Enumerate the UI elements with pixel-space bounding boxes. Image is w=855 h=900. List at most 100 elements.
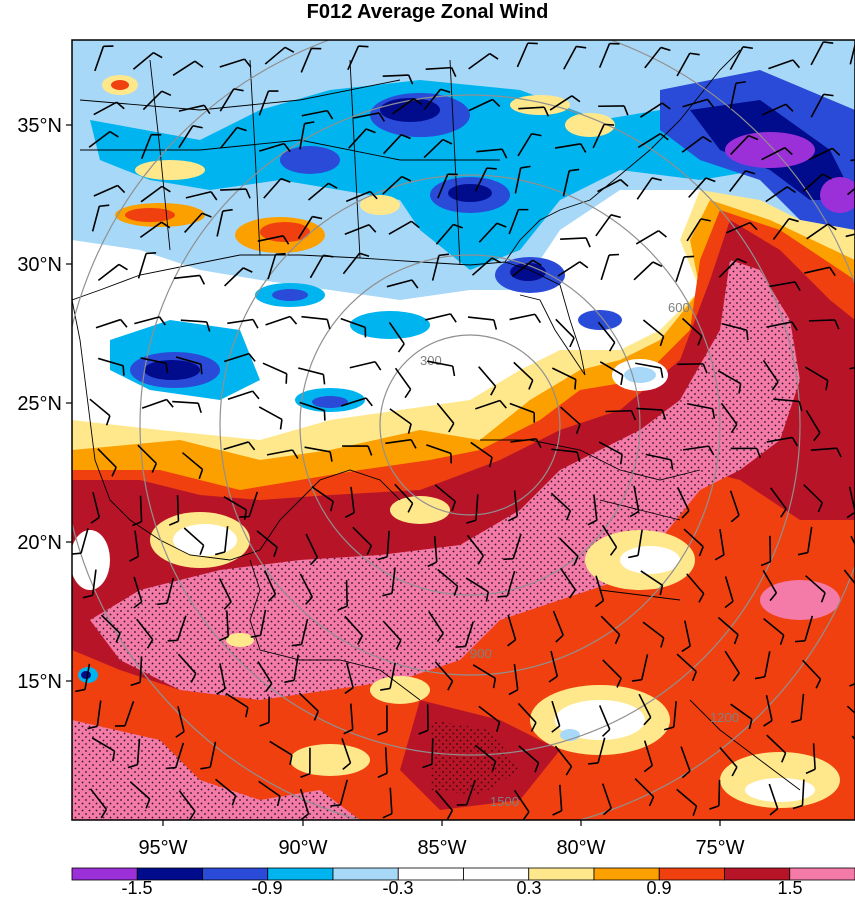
wind-barb xyxy=(423,138,444,159)
wind-barb-flag xyxy=(378,112,386,122)
wind-barb-flag xyxy=(312,215,323,220)
wind-barb xyxy=(297,216,313,239)
wind-barb xyxy=(513,490,519,517)
wind-barb-flag xyxy=(834,319,840,330)
wind-barb xyxy=(468,98,493,112)
wind-barb-flag xyxy=(446,810,454,820)
wind-barb-flag xyxy=(780,508,787,518)
wind-barb xyxy=(554,142,581,149)
wind-barb-flag xyxy=(755,448,762,458)
wind-barb-flag xyxy=(709,805,720,810)
wind-barb xyxy=(423,88,442,111)
wind-barb xyxy=(766,321,793,328)
wind-barb-flag xyxy=(323,254,334,258)
wind-barb xyxy=(436,402,455,424)
wind-barb xyxy=(478,366,497,387)
wind-barb-flag xyxy=(374,361,382,371)
wind-barb xyxy=(388,321,405,345)
lat-axis: 35°N 30°N 25°N 20°N 15°N xyxy=(17,115,72,693)
wind-barb xyxy=(557,261,581,277)
wind-barb-flag xyxy=(322,374,326,385)
wind-barb-flag xyxy=(491,257,502,264)
wind-barb xyxy=(729,46,744,70)
wind-barb xyxy=(511,259,534,278)
wind-barb-flag xyxy=(601,728,611,737)
wind-barb-flag xyxy=(284,679,295,684)
wind-barb-flag xyxy=(359,252,370,258)
wind-barb xyxy=(214,778,237,797)
wind-barb xyxy=(177,653,197,675)
wind-barb xyxy=(761,147,786,161)
wind-barb-flag xyxy=(823,41,834,44)
wind-barb-flag xyxy=(754,676,765,680)
wind-barb xyxy=(173,274,200,280)
wind-barb xyxy=(554,745,573,768)
wind-barb xyxy=(772,218,790,241)
wind-barb xyxy=(263,178,282,199)
wind-barb-flag xyxy=(289,315,298,325)
wind-barb xyxy=(681,136,704,153)
wind-barb xyxy=(845,233,855,238)
wind-barb xyxy=(801,779,805,806)
wind-barb xyxy=(599,361,624,376)
wind-barb xyxy=(812,743,816,770)
wind-barb xyxy=(223,352,250,363)
wind-barb xyxy=(293,654,300,681)
wind-barb xyxy=(80,527,89,554)
wind-barb xyxy=(345,190,371,203)
wind-barb-flag xyxy=(797,551,808,556)
wind-barb xyxy=(600,615,621,636)
wind-barb-flag xyxy=(660,637,665,648)
map-field xyxy=(72,40,855,820)
wind-barb xyxy=(592,124,605,149)
wind-barb-flag xyxy=(742,46,753,50)
wind-barb-flag xyxy=(698,546,704,557)
wind-barb-flag xyxy=(792,59,801,69)
wind-barb xyxy=(635,362,661,369)
wind-barb xyxy=(560,406,581,426)
wind-barb xyxy=(688,177,707,198)
wind-barb xyxy=(175,356,202,365)
wind-barb-flag xyxy=(571,95,581,103)
wind-barb-flag xyxy=(731,766,738,777)
wind-barb-flag xyxy=(769,592,778,602)
wind-barb xyxy=(804,266,830,274)
wind-barb xyxy=(717,616,739,636)
wind-barb-flag xyxy=(579,261,589,269)
wind-barb-flag xyxy=(90,516,100,524)
wind-barb-flag xyxy=(652,261,663,268)
wind-barb-flag xyxy=(337,605,348,611)
wind-barb xyxy=(133,576,143,602)
wind-barb xyxy=(305,533,319,558)
wind-barb-flag xyxy=(411,279,419,289)
wind-barb-flag xyxy=(490,386,497,396)
wind-barb xyxy=(765,695,773,721)
wind-barb xyxy=(598,705,611,730)
wind-barb-flag xyxy=(243,58,252,68)
wind-barb-flag xyxy=(733,634,739,645)
wind-barb xyxy=(248,491,259,517)
wind-barb-flag xyxy=(698,593,705,603)
wind-barb-flag xyxy=(190,673,197,683)
wind-barb xyxy=(600,254,610,281)
wind-barb-flag xyxy=(300,813,310,820)
wind-barb-flag xyxy=(609,253,620,256)
wind-barb-flag xyxy=(711,408,716,419)
wind-barb-flag xyxy=(245,188,251,199)
wind-barb xyxy=(172,400,199,404)
wind-barb-flag xyxy=(330,804,341,807)
wind-barb xyxy=(768,59,794,70)
wind-barb-flag xyxy=(300,772,311,778)
wind-barb-flag xyxy=(569,337,575,348)
wind-barb xyxy=(382,74,409,77)
wind-barb-flag xyxy=(448,422,455,433)
wind-barb-flag xyxy=(189,810,196,820)
wind-barb xyxy=(676,487,690,512)
wind-barb xyxy=(177,706,185,732)
wind-barb-flag xyxy=(629,510,640,518)
wind-barb xyxy=(91,737,115,752)
wind-barb-flag xyxy=(161,185,171,193)
wind-barb xyxy=(598,441,623,456)
wind-barb xyxy=(730,703,753,720)
wind-barb-flag xyxy=(130,681,141,687)
